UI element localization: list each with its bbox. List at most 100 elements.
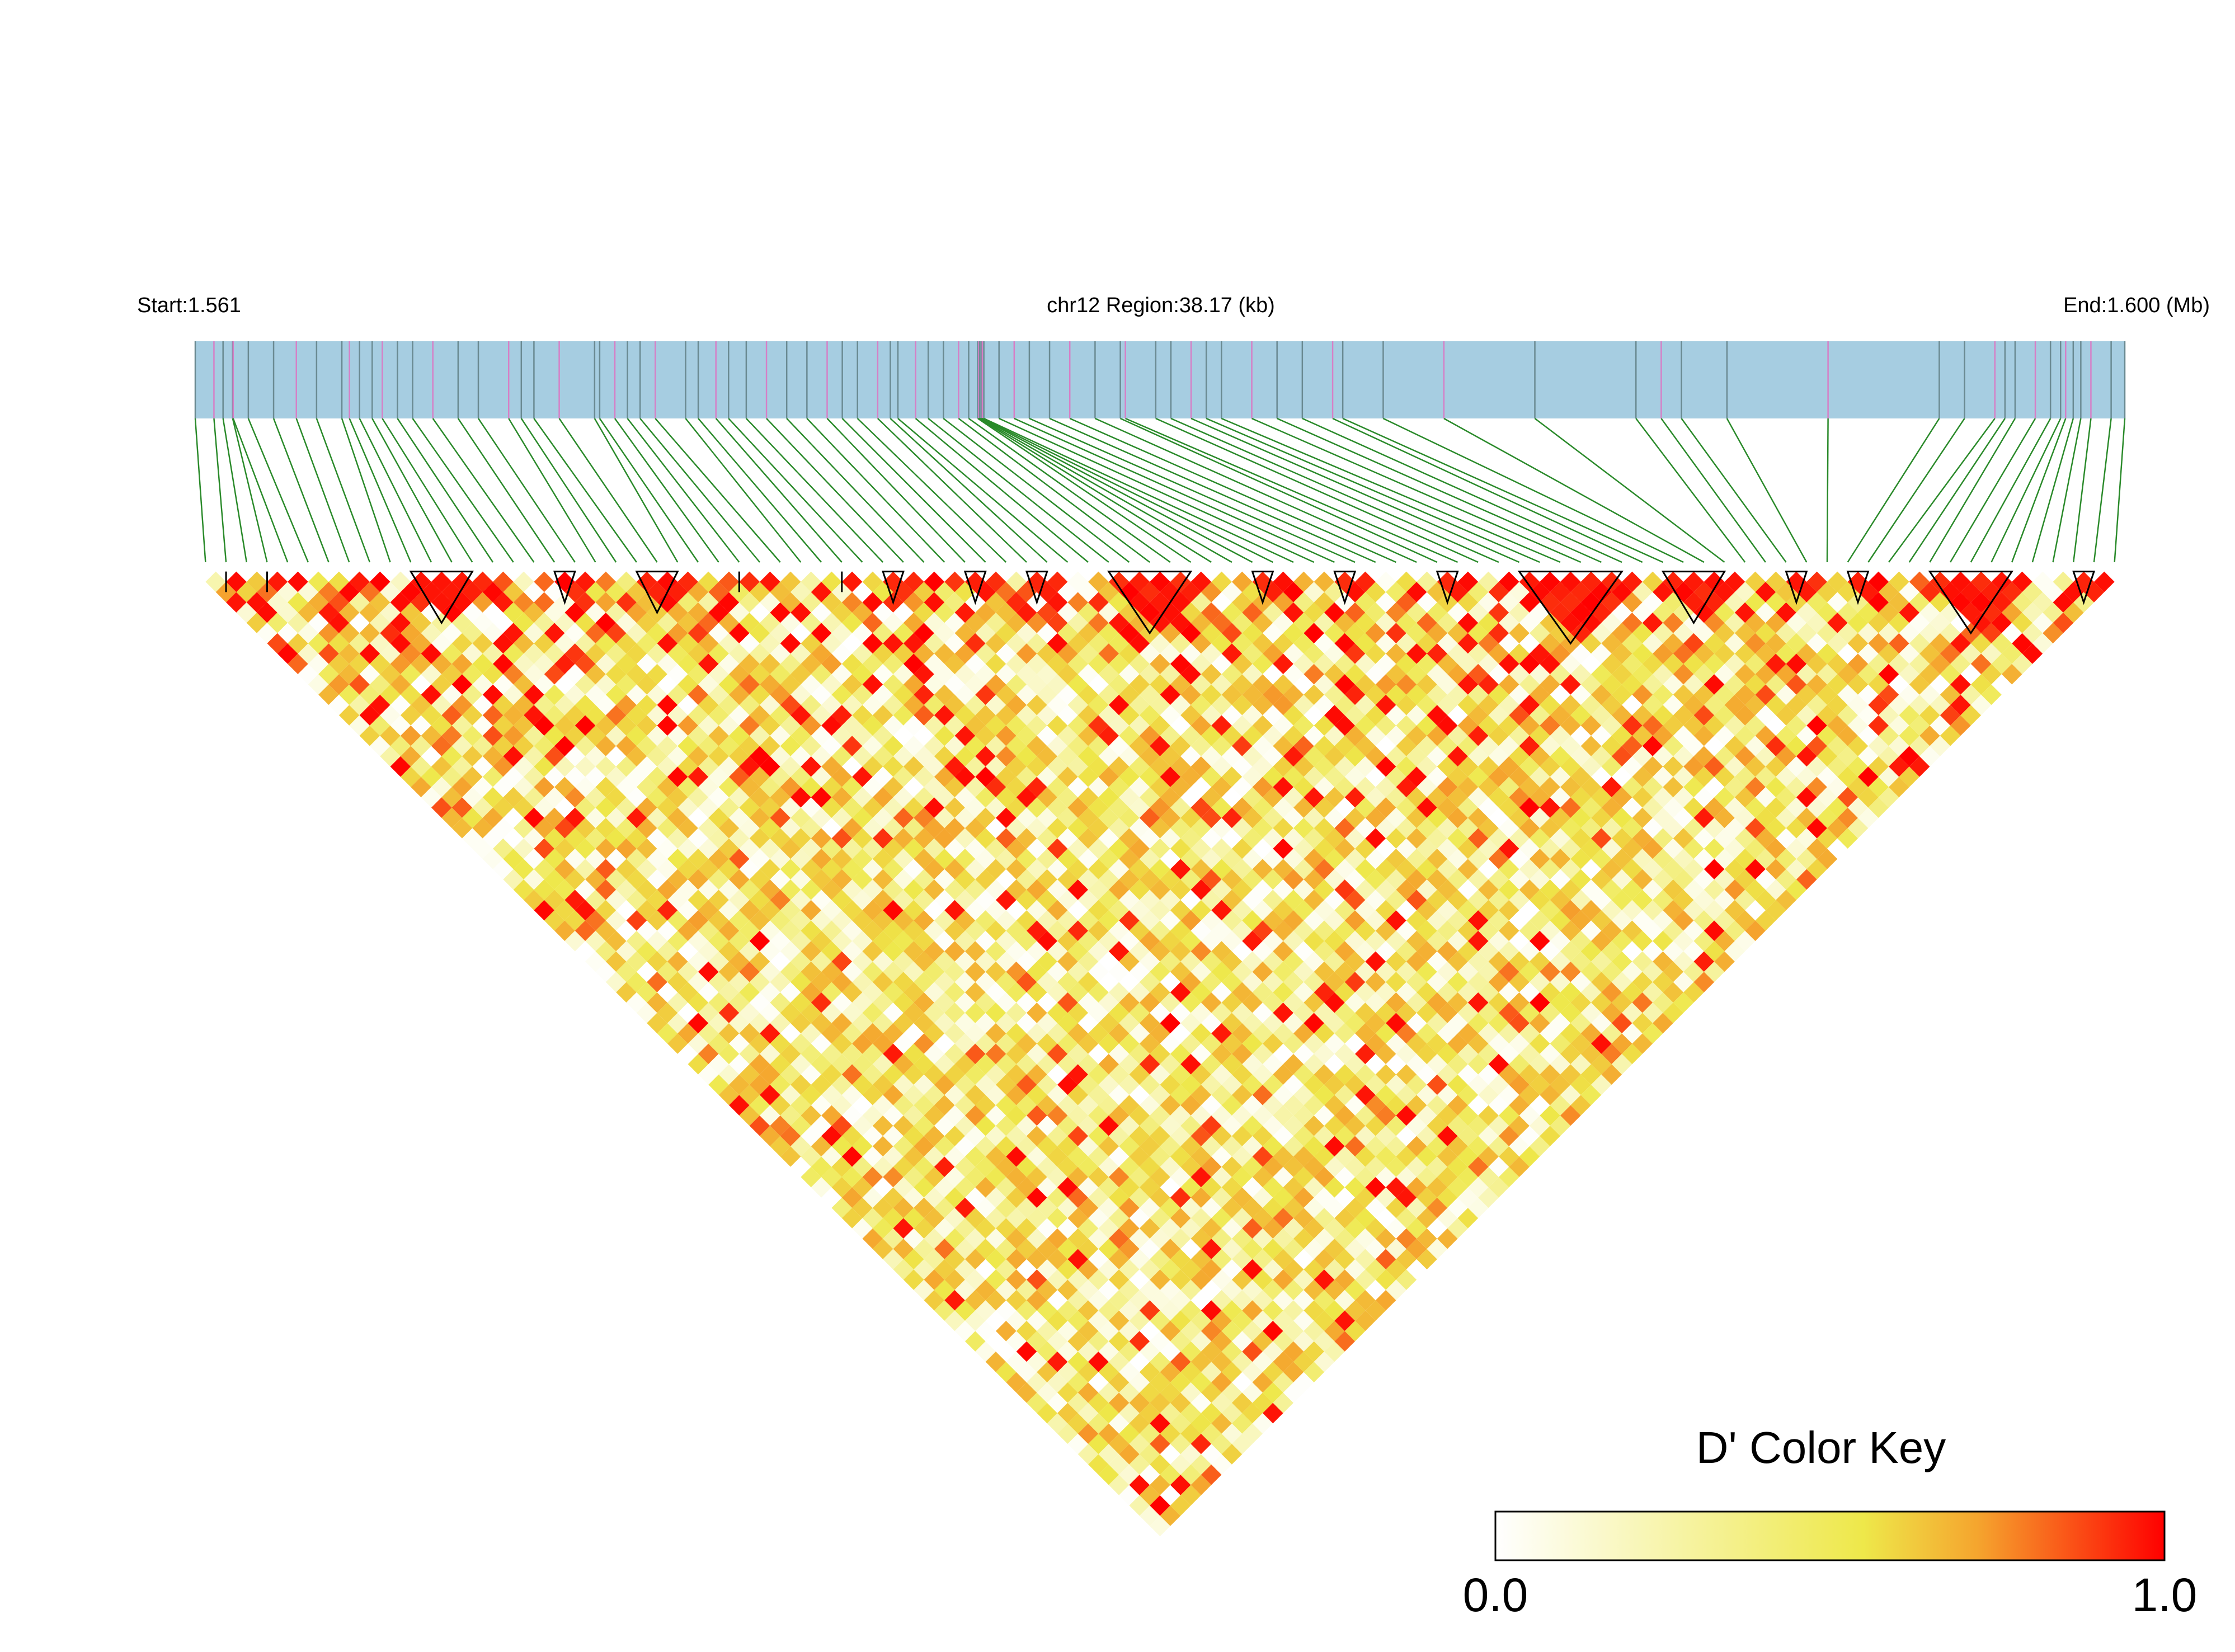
ld-cell <box>1129 756 1150 777</box>
ld-cell <box>1837 746 1858 767</box>
ld-cell <box>380 663 401 685</box>
ld-cell <box>831 623 853 644</box>
ld-cell <box>616 982 637 1003</box>
ld-cell <box>975 1156 996 1178</box>
ld-cell <box>893 828 914 849</box>
ld-cell <box>1355 1064 1376 1085</box>
ld-cell <box>801 941 822 962</box>
ld-cell <box>1417 571 1437 592</box>
ld-cell <box>554 797 575 818</box>
snp-connector <box>928 418 1109 563</box>
ld-cell <box>893 1095 914 1116</box>
ld-cell <box>1129 633 1150 654</box>
ld-cell <box>472 715 493 736</box>
snp-connector <box>316 418 371 563</box>
ld-cell <box>1170 859 1191 880</box>
ld-cell <box>831 1197 853 1218</box>
ld-cell <box>1540 1003 1560 1023</box>
ld-cell <box>1714 746 1735 767</box>
ld-cell <box>1714 828 1735 849</box>
ld-cell <box>975 807 996 829</box>
ld-cell <box>708 582 729 603</box>
ld-cell <box>1417 1084 1437 1105</box>
ld-cell <box>534 592 555 613</box>
ld-cell <box>1098 1279 1119 1301</box>
ld-cell <box>554 756 575 777</box>
ld-cell <box>1355 1126 1376 1147</box>
ld-cell <box>411 776 431 798</box>
ld-cell <box>349 653 370 675</box>
snp-connector <box>1221 417 1561 563</box>
ld-cell <box>1098 1053 1119 1075</box>
ld-cell <box>1591 1074 1612 1095</box>
ld-cell <box>677 797 698 818</box>
ld-cell <box>893 807 914 829</box>
ld-cell <box>1006 1146 1027 1167</box>
ld-cell <box>944 613 965 633</box>
ld-cell <box>1899 623 1920 644</box>
ld-cell <box>801 879 822 900</box>
ld-cell <box>400 663 421 685</box>
ld-cell <box>1037 684 1058 705</box>
ld-cell <box>493 756 514 777</box>
ld-cell <box>1067 633 1089 654</box>
ld-cell <box>1170 1003 1191 1023</box>
ld-cell <box>944 694 965 716</box>
ld-cell <box>893 972 914 992</box>
ld-cell <box>770 1033 791 1054</box>
ld-cell <box>431 633 452 654</box>
ld-cell <box>400 643 421 664</box>
snp-connector <box>520 418 617 563</box>
ld-cell <box>1037 1239 1058 1259</box>
ld-cell <box>411 653 431 675</box>
ld-cell <box>770 746 791 767</box>
ld-cell <box>975 910 996 931</box>
ld-cell <box>1231 1289 1253 1311</box>
snp-connector <box>728 418 863 563</box>
ld-cell <box>1776 643 1796 664</box>
ld-cell <box>1037 1136 1058 1157</box>
ld-cell <box>1417 859 1437 880</box>
ld-cell <box>1355 900 1376 921</box>
ld-cell <box>739 941 760 962</box>
ld-cell <box>862 817 883 839</box>
snp-connector <box>897 418 1069 563</box>
ld-cell <box>1293 1187 1314 1208</box>
ld-cell <box>1417 715 1437 736</box>
ld-cell <box>1478 592 1499 613</box>
ld-cell <box>462 766 483 787</box>
ld-cell <box>503 623 524 644</box>
ld-cell <box>1601 613 1622 633</box>
ld-cell <box>1129 653 1150 675</box>
ld-cell <box>1714 951 1735 972</box>
ld-cell <box>298 582 319 603</box>
ld-cell <box>2022 623 2043 644</box>
ld-cell <box>585 766 606 787</box>
ld-cell <box>585 684 606 705</box>
ld-cell <box>1006 592 1027 613</box>
ld-cell <box>893 766 914 787</box>
ld-cell <box>1098 582 1119 603</box>
ld-cell <box>1653 972 1673 992</box>
ld-cell <box>975 889 996 911</box>
ld-cell <box>944 1126 965 1147</box>
ld-cell <box>1067 1208 1089 1229</box>
ld-cell <box>1231 1269 1253 1290</box>
ld-cell <box>411 736 431 756</box>
ld-cell <box>944 900 965 921</box>
ld-cell <box>677 982 698 1003</box>
ld-cell <box>1170 1392 1191 1414</box>
ld-cell <box>1037 869 1058 890</box>
ld-cell <box>893 869 914 890</box>
ld-cell <box>1037 663 1058 685</box>
ld-cell <box>801 1084 822 1105</box>
ld-cell <box>318 684 339 705</box>
ld-cell <box>647 725 667 746</box>
snp-connector <box>1534 418 1725 563</box>
ld-cell <box>1417 776 1437 798</box>
ld-cell <box>1293 1064 1314 1085</box>
ld-cell <box>1098 787 1119 808</box>
color-key-min-label: 0.0 <box>1463 1569 1528 1621</box>
ld-cell <box>554 571 575 592</box>
snp-connector <box>1950 418 2036 563</box>
